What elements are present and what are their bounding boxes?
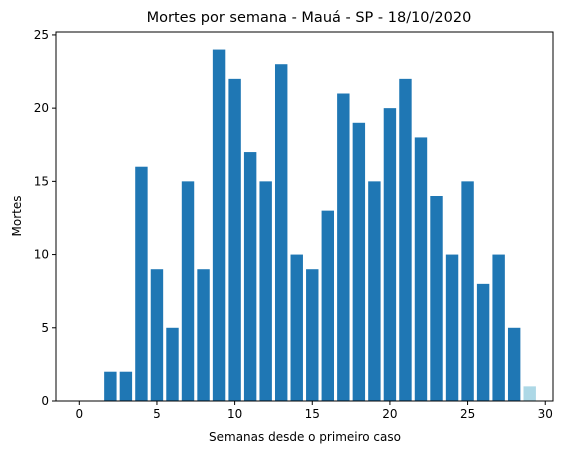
bar-week-25 [461,181,474,401]
bar-week-27 [492,254,505,401]
y-tick-label: 25 [34,28,49,42]
bar-week-17 [337,93,350,401]
bar-week-10 [228,78,241,401]
bar-week-3 [119,371,133,401]
x-tick-label: 15 [305,407,320,421]
x-tick-label: 0 [75,407,83,421]
plot-frame [55,31,554,402]
bar-week-13 [274,64,288,401]
bar-week-11 [243,152,257,401]
bar-week-6 [166,327,179,401]
y-tick-label: 20 [34,101,49,115]
bar-week-9 [212,49,226,401]
bar-week-2 [104,371,117,401]
x-tick-label: 25 [460,407,475,421]
y-ticks-group: 0 5 10 15 20 25 [34,28,56,408]
bar-week-19 [368,181,381,401]
bar-week-5 [150,269,164,401]
x-tick-label: 30 [538,407,553,421]
bar-week-20 [383,108,397,402]
bar-week-29 [523,386,536,401]
bar-week-7 [181,181,195,401]
bar-week-21 [399,78,412,401]
x-tick-label: 5 [153,407,161,421]
x-axis-label: Semanas desde o primeiro caso [209,430,401,444]
x-tick-label: 20 [382,407,397,421]
bar-week-14 [290,254,303,401]
x-tick-label: 10 [227,407,242,421]
bar-week-24 [445,254,459,401]
bar-week-16 [321,210,335,401]
bar-week-4 [135,166,148,401]
bar-week-23 [430,196,443,401]
chart-title: Mortes por semana - Mauá - SP - 18/10/20… [147,10,472,26]
bar-week-28 [507,327,521,401]
bar-week-22 [414,137,428,401]
x-ticks-group: 0 5 10 15 20 25 30 [75,401,553,421]
y-tick-label: 0 [41,394,49,408]
y-tick-label: 15 [34,174,49,188]
bar-week-26 [476,283,490,401]
y-tick-label: 10 [34,248,49,262]
bar-week-12 [259,181,272,401]
bars-group [104,49,536,402]
y-axis-label: Mortes [10,196,24,237]
bar-week-18 [352,122,366,402]
y-tick-label: 5 [41,321,49,335]
bar-week-8 [197,269,210,401]
bar-week-15 [306,269,319,401]
